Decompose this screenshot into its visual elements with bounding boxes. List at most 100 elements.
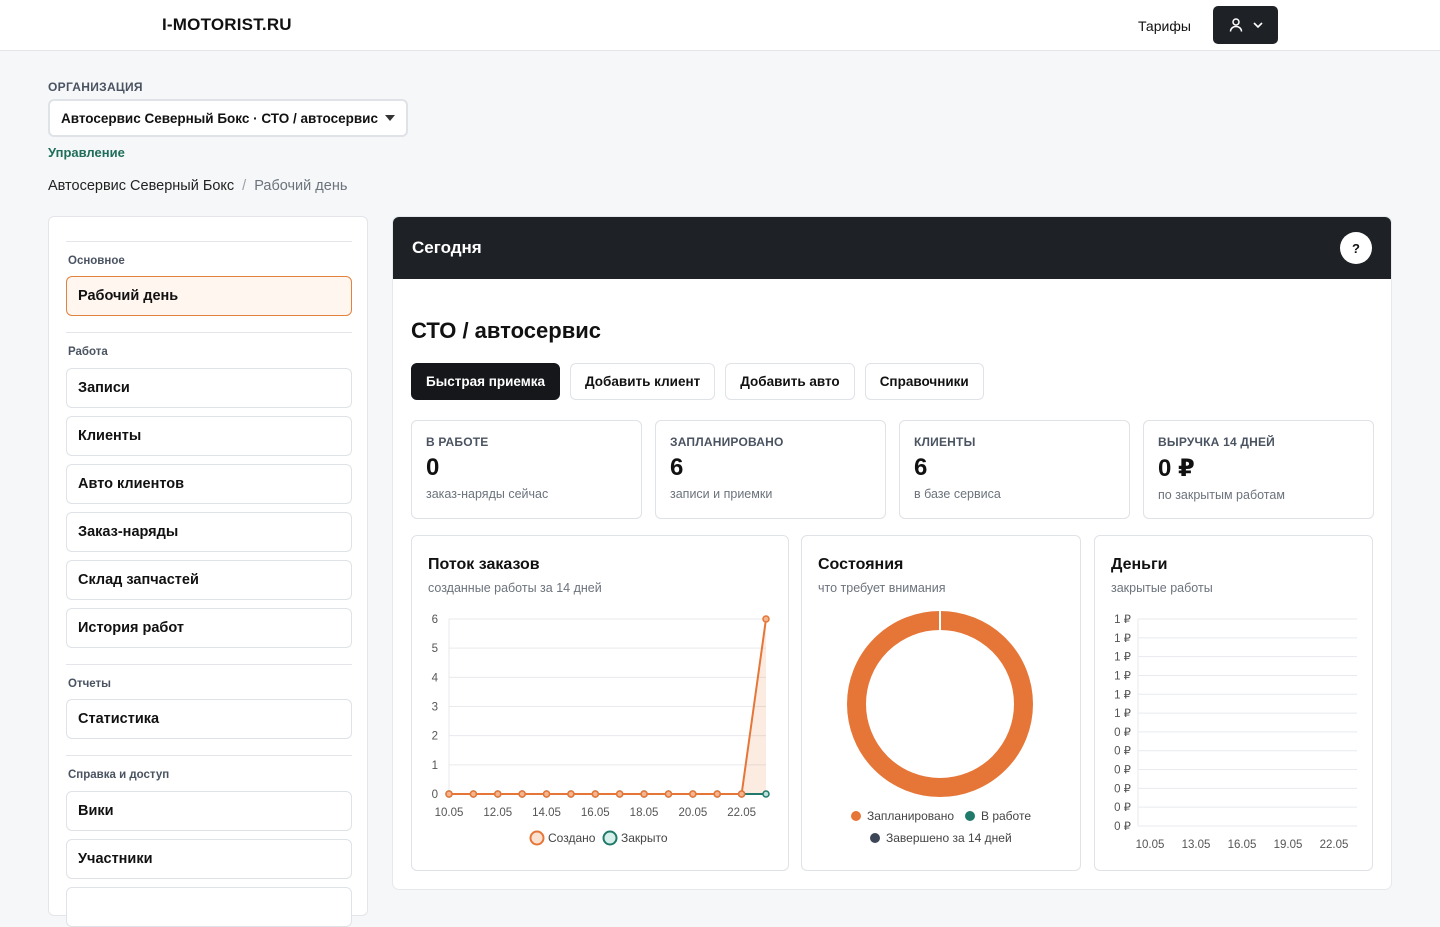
legend-label: Завершено за 14 дней: [886, 831, 1012, 845]
references-button[interactable]: Справочники: [864, 363, 984, 400]
y-tick-label: 1 ₽: [1114, 689, 1132, 701]
legend-marker: [870, 833, 880, 843]
chevron-down-icon: [1252, 22, 1263, 29]
y-tick-label: 0 ₽: [1114, 765, 1132, 777]
top-navbar: I-MOTORIST.RU Тарифы: [0, 0, 1440, 51]
data-point: [542, 790, 551, 798]
kpi-value: 6: [670, 454, 684, 481]
sidebar-item-appointments[interactable]: Записи: [66, 368, 352, 408]
sidebar-item-more[interactable]: [66, 887, 352, 927]
series-line: [449, 618, 767, 795]
data-point: [664, 790, 673, 798]
donut-slice: [847, 611, 1033, 797]
y-tick-label: 0 ₽: [1114, 802, 1132, 814]
data-point: [518, 790, 526, 798]
app-logo[interactable]: I-MOTORIST.RU: [162, 15, 292, 34]
data-point: [591, 790, 600, 798]
sidebar-section-title: Отчеты: [68, 678, 111, 690]
kpi-in-progress: В РАБОТЕ 0 заказ-наряды сейчас: [411, 420, 642, 519]
quick-intake-button[interactable]: Быстрая приемка: [411, 363, 561, 400]
y-tick-label: 0 ₽: [1114, 727, 1132, 739]
y-tick-label: 5: [432, 643, 438, 655]
status-card: Состояния что требует внимания Запланиро…: [801, 535, 1081, 871]
legend-label: Запланировано: [867, 809, 954, 823]
chart-title: Состояния: [818, 556, 904, 573]
kpi-planned: ЗАПЛАНИРОВАНО 6 записи и приемки: [655, 420, 886, 519]
legend-label: Закрыто: [621, 831, 668, 845]
x-tick-label: 18.05: [630, 807, 659, 819]
x-tick-label: 10.05: [1136, 839, 1165, 851]
status-donut-chart: Запланировано В работе Завершено за 14 дне…: [847, 610, 1033, 845]
x-tick-label: 16.05: [1228, 839, 1257, 851]
x-tick-label: 12.05: [483, 807, 512, 819]
manage-link[interactable]: Управление: [48, 145, 125, 160]
sidebar-item-clients[interactable]: Клиенты: [66, 416, 352, 456]
data-point: [615, 790, 624, 798]
organization-select[interactable]: Автосервис Северный Бокс · СТО / автосер…: [48, 99, 408, 137]
x-tick-label: 14.05: [532, 807, 561, 819]
sidebar-divider: [66, 332, 352, 333]
data-point: [762, 790, 770, 798]
organization-selected-value: Автосервис Северный Бокс · СТО / автосер…: [61, 110, 378, 126]
kpi-clients: КЛИЕНТЫ 6 в базе сервиса: [899, 420, 1130, 519]
data-point: [713, 790, 721, 798]
sidebar-divider: [66, 755, 352, 756]
kpi-value: 6: [914, 454, 928, 481]
y-tick-label: 2: [432, 731, 438, 743]
panel-title: Сегодня: [412, 238, 482, 257]
chart-title: Поток заказов: [428, 556, 540, 573]
legend-label: В работе: [981, 809, 1031, 823]
sidebar-item-members[interactable]: Участники: [66, 839, 352, 879]
y-tick-label: 4: [432, 672, 439, 684]
user-icon: [1229, 18, 1242, 32]
kpi-revenue: ВЫРУЧКА 14 ДНЕЙ 0 ₽ по закрытым работам: [1143, 420, 1374, 519]
sidebar-item-work-orders[interactable]: Заказ-наряды: [66, 512, 352, 552]
y-tick-label: 0 ₽: [1114, 821, 1132, 833]
today-panel: Сегодня ? СТО / автосервис Быстрая прием…: [393, 217, 1391, 889]
user-menu-button[interactable]: [1213, 6, 1278, 44]
kpi-label: КЛИЕНТЫ: [914, 435, 976, 449]
kpi-label: В РАБОТЕ: [426, 435, 489, 449]
business-type-title: СТО / автосервис: [411, 318, 601, 343]
sidebar-item-work-history[interactable]: История работ: [66, 608, 352, 648]
x-tick-label: 19.05: [1274, 839, 1303, 851]
y-tick-label: 0: [432, 789, 438, 801]
help-button[interactable]: ?: [1340, 232, 1372, 264]
y-tick-label: 3: [432, 702, 438, 714]
chart-subtitle: созданные работы за 14 дней: [428, 581, 602, 595]
kpi-desc: записи и приемки: [670, 487, 773, 501]
add-car-button[interactable]: Добавить авто: [725, 363, 855, 400]
sidebar-item-parts-warehouse[interactable]: Склад запчастей: [66, 560, 352, 600]
sidebar-section-title: Справка и доступ: [68, 769, 170, 781]
legend-label: Создано: [548, 831, 596, 845]
kpi-desc: по закрытым работам: [1158, 488, 1285, 502]
breadcrumb-current: Рабочий день: [254, 178, 348, 194]
tariffs-link[interactable]: Тарифы: [1138, 18, 1191, 34]
sidebar-section-title: Основное: [68, 255, 125, 267]
chart-subtitle: что требует внимания: [818, 581, 946, 595]
add-client-button[interactable]: Добавить клиент: [570, 363, 716, 400]
y-tick-label: 1 ₽: [1114, 670, 1132, 682]
orders-flow-card: Поток заказов созданные работы за 14 дне…: [411, 535, 789, 871]
data-point: [469, 790, 478, 798]
y-tick-label: 1 ₽: [1114, 652, 1132, 664]
kpi-desc: в базе сервиса: [914, 487, 1001, 501]
money-chart: 1 ₽ 1 ₽ 1 ₽ 1 ₽ 1 ₽ 1 ₽ 0 ₽ 0 ₽ 0 ₽ 0 ₽ 0 ₽ 0 ₽ 10.0…: [1114, 614, 1357, 851]
sidebar-item-wiki[interactable]: Вики: [66, 791, 352, 831]
y-tick-label: 1 ₽: [1114, 633, 1132, 645]
data-point: [445, 790, 453, 798]
sidebar-divider: [66, 664, 352, 665]
sidebar-divider: [66, 241, 352, 242]
kpi-label: ЗАПЛАНИРОВАНО: [670, 435, 784, 449]
sidebar: Основное Рабочий день Работа Записи Клие…: [48, 216, 368, 927]
y-tick-label: 1 ₽: [1114, 614, 1132, 626]
sidebar-item-client-cars[interactable]: Авто клиентов: [66, 464, 352, 504]
sidebar-item-statistics[interactable]: Статистика: [66, 699, 352, 739]
breadcrumb-root[interactable]: Автосервис Северный Бокс: [48, 178, 235, 194]
breadcrumb-separator: /: [242, 178, 247, 194]
orders-flow-chart: 0 1 2 3 4 5 6 10.05 12.05 14.05 16.05 18.05 20.05 22.…: [432, 614, 770, 846]
data-point: [689, 790, 697, 798]
x-tick-label: 22.05: [727, 807, 756, 819]
sidebar-item-workday[interactable]: Рабочий день: [66, 276, 352, 316]
kpi-value: 0 ₽: [1158, 455, 1195, 482]
